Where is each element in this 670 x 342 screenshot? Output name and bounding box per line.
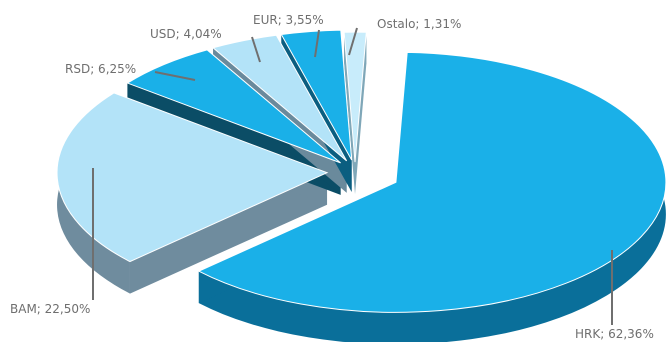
leader-lines [92,27,613,325]
slice-radial-wall-bam-0 [129,172,328,294]
label-rsd: RSD; 6,25% [65,62,136,76]
slice-usd [212,34,348,162]
label-usd: USD; 4,04% [150,27,222,41]
slice-hrk [197,51,667,313]
slice-side-hrk [198,52,666,342]
slice-bam [56,92,329,263]
leader-ostalo [348,27,358,56]
leader-usd [251,36,261,63]
slice-radial-wall-ostalo-1 [355,32,367,195]
leader-rsd [154,71,196,81]
slice-radial-wall-ostalo-0 [344,32,356,195]
slice-eur [280,29,353,161]
leader-eur [314,29,320,58]
label-ostalo: Ostalo; 1,31% [377,17,461,31]
label-eur: EUR; 3,55% [253,13,324,27]
label-hrk: HRK; 62,36% [575,327,654,341]
label-bam: BAM; 22,50% [10,302,90,316]
